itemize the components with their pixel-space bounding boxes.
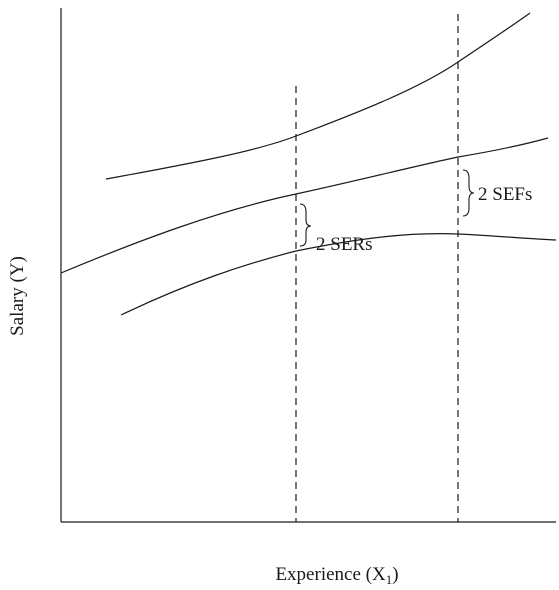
sef-annotation: 2 SEFs xyxy=(478,184,532,205)
y-axis-label: Salary (Y) xyxy=(7,256,28,336)
x-axis-label: Experience (X1) xyxy=(275,564,398,587)
ser-annotation: 2 SERs xyxy=(316,234,373,255)
upper-band-curve xyxy=(105,12,531,180)
lower-band-curve xyxy=(120,233,557,316)
x-axis-label-close: ) xyxy=(392,564,398,585)
regression-line xyxy=(60,137,549,274)
x-axis-label-subscript: 1 xyxy=(386,572,393,587)
x-axis-label-main: Experience (X xyxy=(275,564,386,585)
ser-brace xyxy=(299,203,312,247)
sef-brace xyxy=(462,169,475,217)
